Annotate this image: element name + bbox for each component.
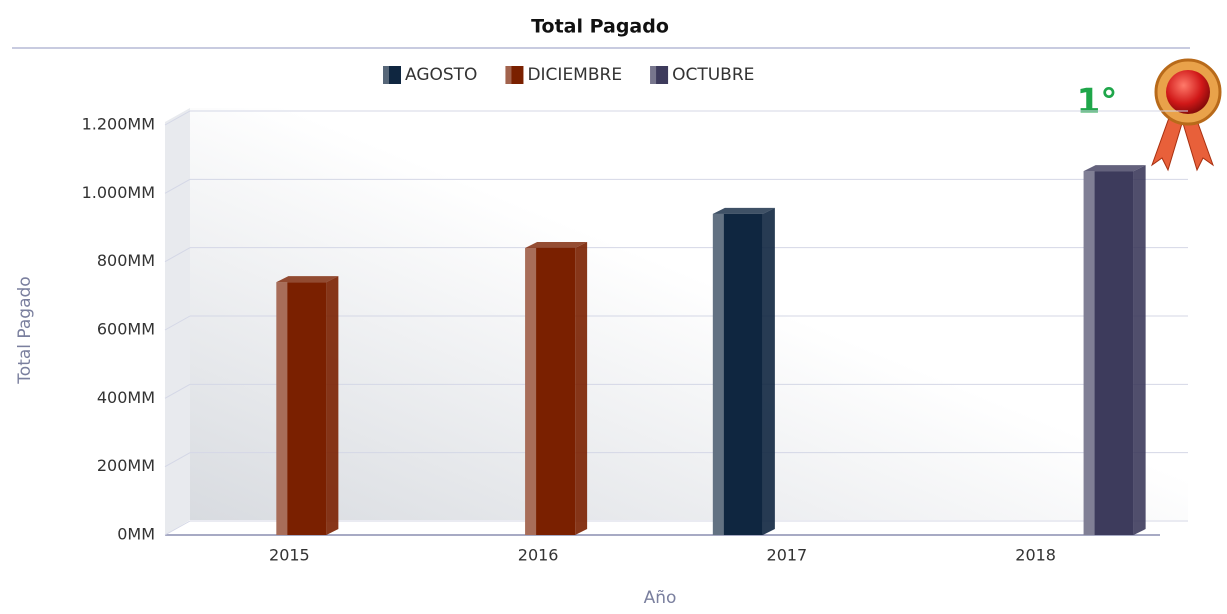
grid-line-side: [164, 247, 191, 263]
x-tick-label: 2017: [767, 546, 808, 565]
bar-side: [762, 207, 775, 536]
chart-title: Total Pagado: [531, 16, 669, 38]
annotation: 1°: [1077, 82, 1118, 122]
bar-top: [1083, 165, 1146, 172]
grid-line-side: [164, 383, 191, 399]
bar-side: [326, 276, 339, 535]
legend-label: DICIEMBRE: [527, 65, 622, 85]
legend-swatch-shine: [505, 66, 512, 84]
medal-icon: [1150, 58, 1222, 172]
y-tick-label: 1.200MM: [82, 115, 155, 134]
side-wall: [165, 108, 190, 535]
grid-line-side: [164, 110, 191, 126]
grid-line-side: [164, 315, 191, 331]
bar: [1083, 171, 1134, 535]
y-tick-label: 800MM: [97, 251, 155, 270]
legend-swatch: [650, 66, 669, 84]
bar: [712, 213, 763, 536]
bar-shine: [276, 282, 288, 535]
bar: [525, 248, 576, 535]
y-tick-label: 400MM: [97, 388, 155, 407]
y-axis-title: Total Pagado: [15, 276, 35, 384]
y-tick-label: 1.000MM: [82, 183, 155, 202]
y-tick-label: 200MM: [97, 456, 155, 475]
legend-swatch: [383, 66, 401, 84]
bar-shine: [525, 248, 537, 535]
bar-side: [1133, 165, 1146, 535]
bar-top: [525, 242, 588, 248]
x-tick-label: 2016: [518, 546, 559, 565]
bar-top: [712, 207, 775, 214]
x-tick-label: 2018: [1015, 546, 1056, 565]
x-axis-title: Año: [644, 588, 677, 608]
bar-top: [276, 276, 339, 283]
legend-label: AGOSTO: [405, 65, 477, 85]
x-tick-label: 2015: [269, 546, 310, 565]
y-tick-label: 0MM: [117, 525, 155, 544]
bar-shine: [712, 213, 724, 536]
legend-swatch-shine: [650, 66, 657, 84]
legend-label: OCTUBRE: [672, 65, 754, 85]
grid-line-side: [164, 520, 191, 536]
bar: [276, 282, 327, 535]
y-tick-label: 600MM: [97, 320, 155, 339]
grid-line-side: [164, 452, 191, 468]
bar-shine: [1083, 171, 1095, 535]
bar-side: [575, 242, 588, 535]
back-wall: [190, 108, 1188, 520]
grid-line-side: [164, 178, 191, 194]
legend-swatch: [505, 66, 524, 84]
legend-swatch-shine: [383, 66, 389, 84]
